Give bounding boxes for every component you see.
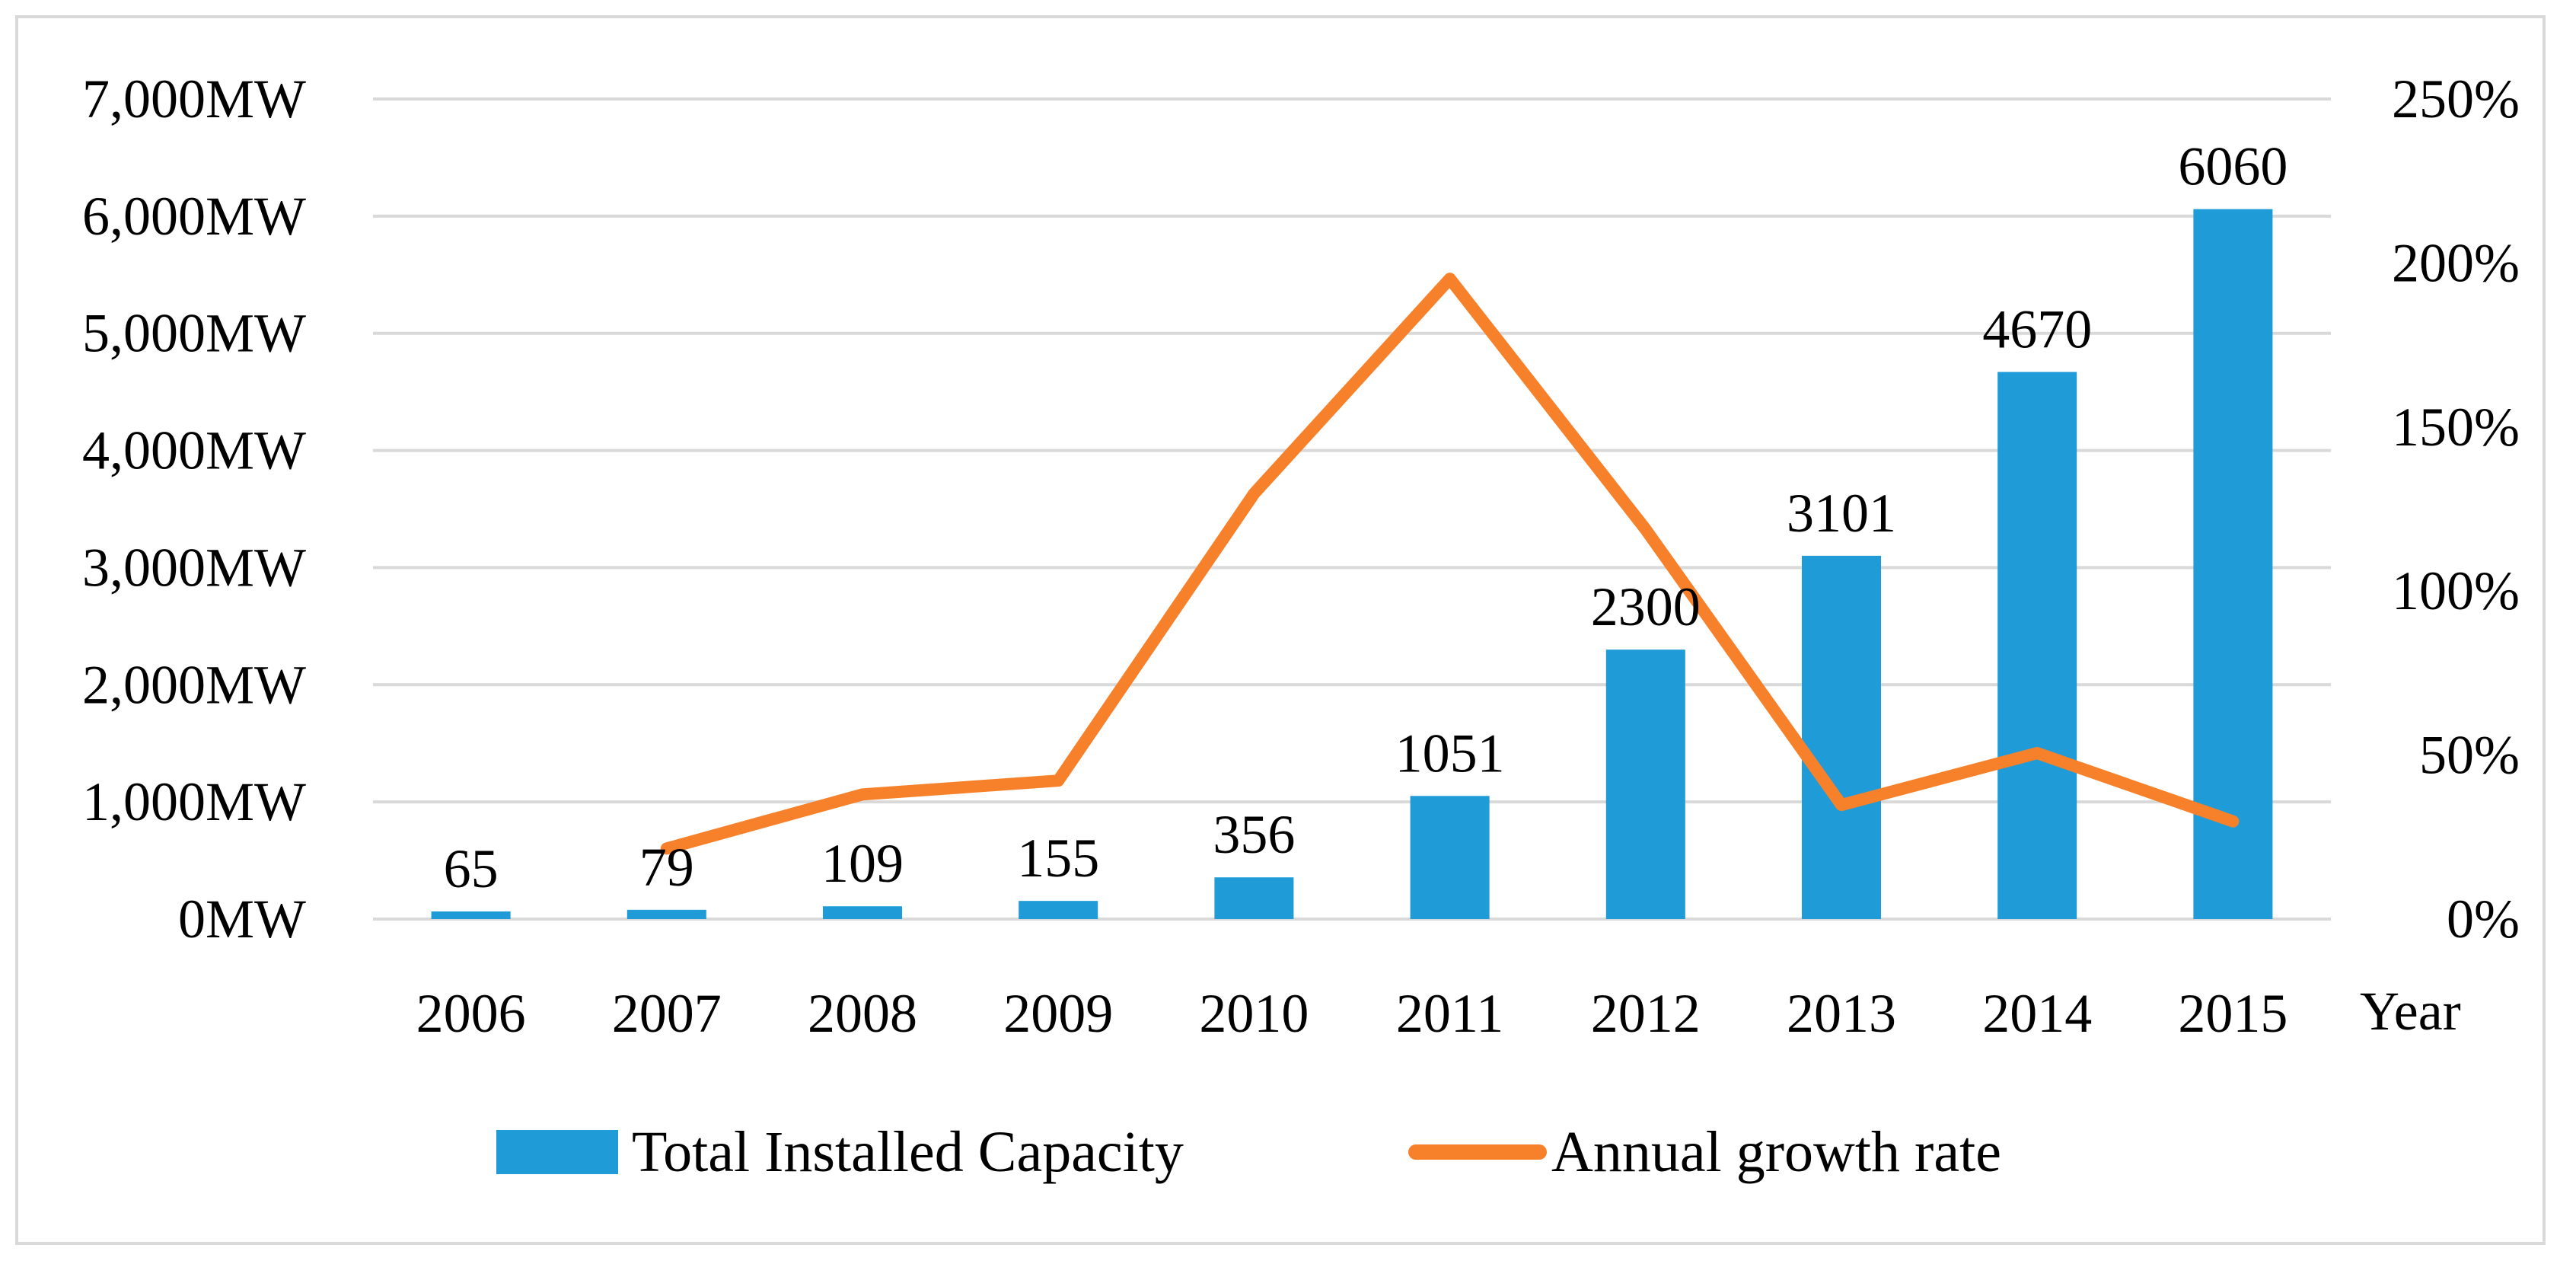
capacity-bars xyxy=(431,209,2273,919)
x-axis-ticks: 2006 2007 2008 2009 2010 2011 2012 2013 2014 2015 xyxy=(416,983,2288,1044)
bar-data-label: 4670 xyxy=(1982,298,2092,359)
left-tick-label: 7,000MW xyxy=(82,69,306,129)
right-tick-label: 150% xyxy=(2392,397,2520,458)
left-tick-label: 4,000MW xyxy=(82,420,306,481)
x-tick-label: 2009 xyxy=(1003,983,1113,1044)
bar xyxy=(431,911,511,919)
growth-point xyxy=(2036,752,2039,755)
left-tick-label: 1,000MW xyxy=(82,771,306,832)
bar-data-label: 65 xyxy=(444,838,499,899)
left-tick-label: 0MW xyxy=(178,889,306,950)
bar-data-label: 155 xyxy=(1017,828,1099,889)
legend-swatch-capacity xyxy=(496,1130,618,1174)
bar xyxy=(1605,650,1685,919)
growth-point xyxy=(862,793,863,796)
x-tick-label: 2010 xyxy=(1199,983,1309,1044)
growth-point xyxy=(1057,780,1060,782)
bar xyxy=(823,906,902,919)
growth-point xyxy=(1449,278,1451,280)
bar-data-label: 1051 xyxy=(1395,723,1505,784)
legend[interactable]: Total Installed Capacity Annual growth r… xyxy=(496,1120,2001,1184)
growth-point xyxy=(1253,493,1255,495)
growth-point xyxy=(1841,804,1842,806)
bar-data-label: 109 xyxy=(821,833,904,894)
legend-label-capacity: Total Installed Capacity xyxy=(632,1120,1184,1184)
bar xyxy=(1214,877,1294,919)
x-tick-label: 2006 xyxy=(416,983,526,1044)
bar-data-label: 6060 xyxy=(2178,136,2287,197)
left-axis-ticks: 0MW 1,000MW 2,000MW 3,000MW 4,000MW 5,000MW 6,… xyxy=(82,69,306,950)
x-tick-label: 2007 xyxy=(612,983,722,1044)
x-tick-label: 2015 xyxy=(2178,983,2287,1044)
right-tick-label: 0% xyxy=(2447,889,2520,950)
bar-data-label: 3101 xyxy=(1787,483,1896,544)
x-tick-label: 2012 xyxy=(1591,983,1701,1044)
left-tick-label: 3,000MW xyxy=(82,537,306,598)
bar xyxy=(1997,372,2077,919)
legend-label-growth: Annual growth rate xyxy=(1551,1120,2001,1184)
bar xyxy=(1410,796,1490,919)
right-tick-label: 200% xyxy=(2392,232,2520,293)
left-tick-label: 6,000MW xyxy=(82,186,306,247)
bar-data-label: 356 xyxy=(1213,804,1295,865)
x-tick-label: 2011 xyxy=(1396,983,1503,1044)
left-tick-label: 5,000MW xyxy=(82,303,306,364)
bar xyxy=(1019,901,1098,919)
bar-data-labels: 65 79 109 155 356 1051 2300 3101 4670 6060 xyxy=(444,136,2288,899)
growth-point xyxy=(665,847,668,850)
left-tick-label: 2,000MW xyxy=(82,654,306,715)
growth-point xyxy=(2232,820,2234,822)
x-tick-label: 2014 xyxy=(1982,983,2092,1044)
x-axis-title: Year xyxy=(2360,981,2461,1042)
bar xyxy=(2193,209,2273,919)
bar-data-label: 2300 xyxy=(1591,576,1701,637)
right-tick-label: 50% xyxy=(2419,725,2520,786)
growth-point xyxy=(1644,528,1647,531)
x-tick-label: 2008 xyxy=(808,983,917,1044)
chart-frame xyxy=(15,15,2546,1245)
right-tick-label: 100% xyxy=(2392,560,2520,621)
right-tick-label: 250% xyxy=(2392,69,2520,129)
growth-line xyxy=(660,273,2240,855)
x-tick-label: 2013 xyxy=(1787,983,1896,1044)
bar-data-label: 79 xyxy=(639,837,694,898)
bar xyxy=(626,909,706,919)
bar xyxy=(1802,555,1881,919)
right-axis-ticks: 0% 50% 100% 150% 200% 250% xyxy=(2392,69,2520,950)
